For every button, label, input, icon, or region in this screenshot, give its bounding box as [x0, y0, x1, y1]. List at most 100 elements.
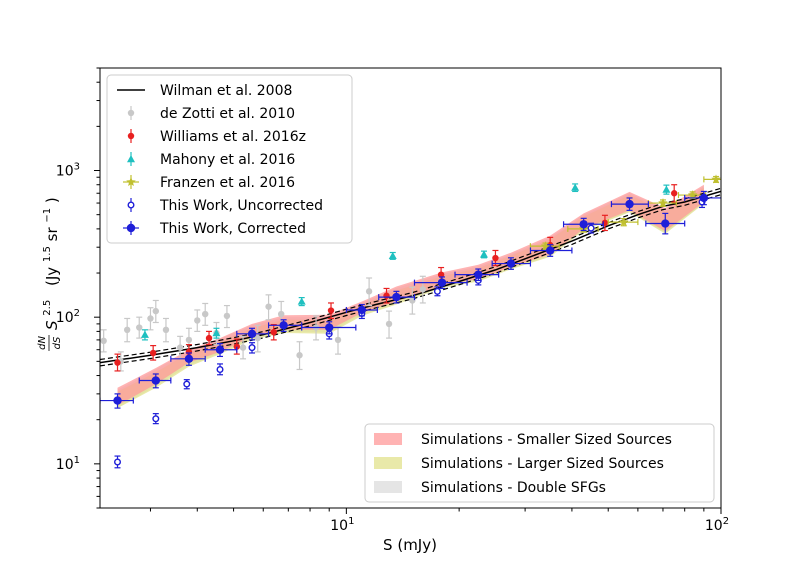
- legend-bottom-box: [364, 423, 715, 503]
- marker: [212, 329, 221, 337]
- marker: [114, 458, 122, 466]
- marker: [619, 217, 629, 227]
- legend-label: Mahony et al. 2016: [160, 152, 295, 168]
- marker: [270, 328, 277, 336]
- data-point: [491, 257, 532, 270]
- series-this-work-corrected: [100, 190, 721, 409]
- legend-top-box: [106, 74, 353, 244]
- marker: [205, 334, 213, 342]
- data-points: [100, 174, 721, 469]
- data-point: [205, 330, 213, 346]
- marker: [296, 352, 303, 359]
- y-tick-label: 103: [56, 162, 80, 180]
- legend-item-this-work-uncorrected: This Work, Uncorrected: [127, 198, 323, 214]
- data-point: [492, 249, 499, 267]
- data-point: [202, 302, 209, 326]
- marker: [579, 220, 588, 229]
- marker: [587, 224, 595, 232]
- x-tick-label-base: 10: [330, 518, 348, 534]
- legend-label: This Work, Uncorrected: [159, 198, 323, 214]
- svg-text:S 2.5 (Jy 1.: S 2.5 (Jy 1.5 sr −1 ): [36, 197, 61, 330]
- marker: [383, 292, 390, 299]
- marker: [152, 415, 160, 423]
- data-point: [433, 286, 441, 297]
- x-tick-label: 102: [705, 516, 729, 534]
- x-axis-label: S (mJy): [383, 536, 437, 554]
- marker: [479, 250, 488, 258]
- marker: [658, 198, 668, 208]
- data-point: [703, 174, 721, 184]
- legend-item-simulations-double-sfgs: Simulations - Double SFGs: [374, 480, 606, 496]
- marker: [625, 199, 634, 209]
- data-point: [100, 329, 107, 353]
- y-label-symbol: S: [43, 320, 61, 330]
- marker: [123, 326, 131, 334]
- legend-label: Williams et al. 2016z: [160, 129, 306, 145]
- data-point: [479, 250, 488, 259]
- marker: [114, 359, 121, 366]
- data-point: [378, 290, 416, 304]
- legend-swatch: [374, 481, 402, 493]
- data-point: [114, 353, 121, 372]
- marker: [136, 324, 143, 331]
- data-point: [170, 352, 206, 366]
- series-mahony-et-al-2016: [140, 183, 671, 341]
- y-label-unit-sr-exp: −1: [42, 208, 53, 223]
- marker: [392, 292, 401, 302]
- marker: [670, 190, 678, 197]
- plot-frame: [99, 67, 722, 509]
- marker: [388, 251, 397, 260]
- data-point: [296, 341, 303, 371]
- legend-item-wilman-et-al-2008: Wilman et al. 2008: [117, 83, 292, 99]
- legend-item-mahony-et-al-2016: Mahony et al. 2016: [127, 152, 295, 168]
- data-point: [419, 275, 427, 304]
- legend-swatch: [374, 457, 402, 469]
- data-point: [270, 324, 277, 341]
- marker: [149, 349, 157, 357]
- data-point: [385, 310, 393, 339]
- data-point: [236, 327, 270, 341]
- legend-item-franzen-et-al-2016: Franzen et al. 2016: [123, 175, 295, 191]
- marker: [277, 310, 285, 318]
- data-point: [223, 304, 231, 329]
- marker: [265, 303, 272, 310]
- marker: [662, 185, 671, 193]
- data-point: [297, 296, 306, 307]
- marker: [492, 254, 499, 262]
- data-point: [365, 277, 373, 307]
- marker: [151, 376, 160, 385]
- marker: [545, 246, 555, 255]
- marker: [185, 336, 193, 344]
- data-point: [162, 317, 170, 343]
- y-label-frac-num: dN: [37, 336, 48, 350]
- x-tick-label-exponent: 2: [723, 516, 729, 527]
- data-point: [216, 363, 224, 376]
- data-point: [239, 335, 247, 360]
- legend-marker-dot: [127, 132, 135, 140]
- y-tick-label-base: 10: [56, 164, 74, 180]
- data-point: [413, 276, 468, 290]
- marker: [297, 297, 306, 305]
- marker: [100, 337, 107, 345]
- marker: [325, 323, 334, 332]
- marker: [239, 344, 247, 351]
- data-point: [529, 244, 573, 257]
- data-point: [152, 299, 159, 324]
- marker: [433, 287, 441, 295]
- legend-label: Franzen et al. 2016: [160, 175, 295, 191]
- marker: [140, 330, 149, 338]
- legend-item-simulations-larger-sized-sources: Simulations - Larger Sized Sources: [374, 456, 664, 472]
- marker: [699, 193, 709, 203]
- y-tick-label-base: 10: [56, 457, 74, 473]
- x-tick-label-base: 10: [705, 518, 723, 534]
- marker: [334, 336, 342, 344]
- data-point: [645, 212, 686, 235]
- data-point: [607, 217, 639, 227]
- marker: [233, 343, 240, 350]
- data-point: [345, 303, 378, 317]
- legend-label: Wilman et al. 2008: [160, 83, 292, 99]
- y-axis-label: dN dS S 2.5 (Jy 1.5 sr −1 ): [36, 197, 63, 351]
- legend-label: Simulations - Larger Sized Sources: [421, 456, 664, 472]
- data-point: [248, 342, 256, 354]
